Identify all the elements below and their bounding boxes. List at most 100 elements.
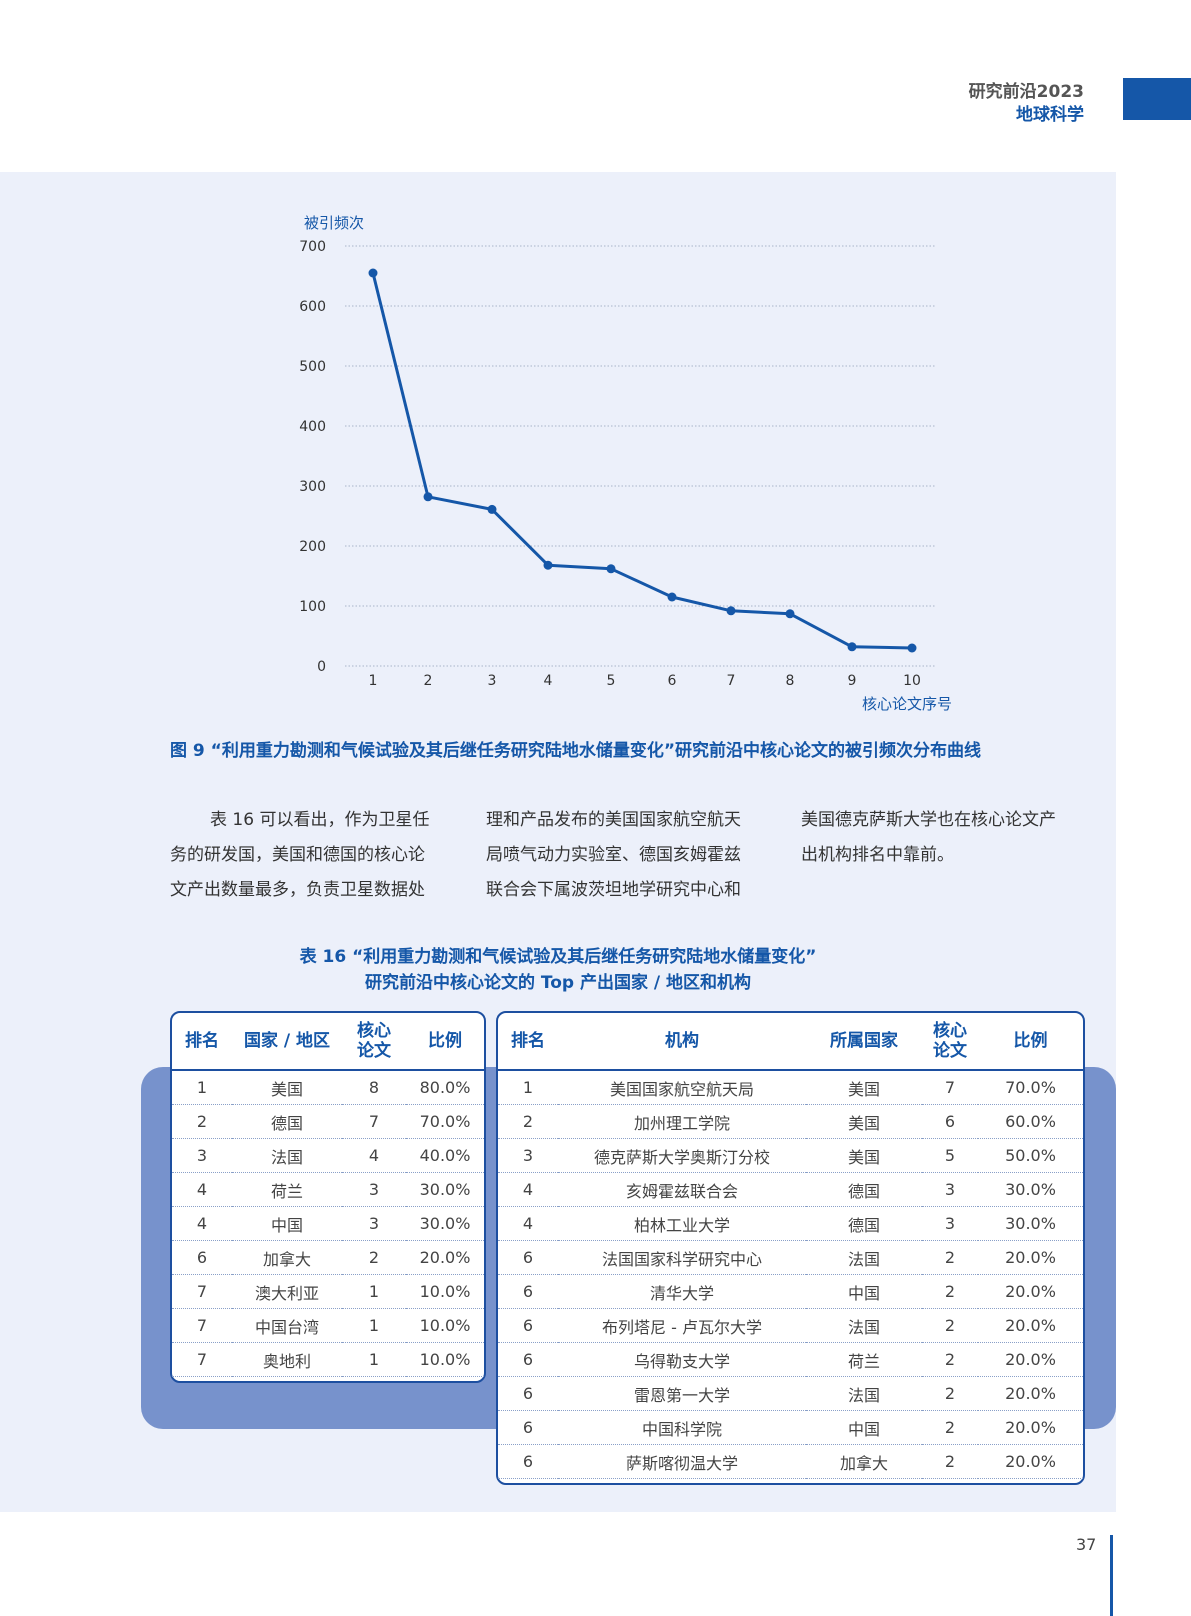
figure-caption: 图 9 “利用重力勘测和气候试验及其后继任务研究陆地水储量变化”研究前沿中核心论… <box>170 741 982 761</box>
table-row: 4 中国 3 30.0% <box>172 1206 484 1241</box>
y-tick-label: 0 <box>317 659 326 675</box>
table-cell: 奥地利 <box>232 1342 342 1377</box>
y-axis-label: 被引频次 <box>304 214 364 232</box>
table-cell: 3 <box>342 1206 406 1241</box>
table-row: 6 布列塔尼 - 卢瓦尔大学 法国 2 20.0% <box>498 1308 1083 1343</box>
data-point <box>667 592 677 602</box>
body-column-1: 表 16 可以看出，作为卫星任 务的研发国，美国和德国的核心论 文产出数量最多，… <box>170 803 458 908</box>
data-point <box>785 609 795 619</box>
col-header-papers: 核心论文 <box>342 1013 406 1071</box>
table-cell: 60.0% <box>978 1104 1083 1139</box>
table-cell: 3 <box>172 1138 232 1173</box>
table-row: 2 加州理工学院 美国 6 60.0% <box>498 1104 1083 1139</box>
table-cell: 中国 <box>232 1206 342 1241</box>
col-header-country: 所属国家 <box>806 1013 922 1071</box>
table-cell: 萨斯喀彻温大学 <box>558 1444 806 1479</box>
table-cell: 2 <box>342 1240 406 1275</box>
table-cell: 中国台湾 <box>232 1308 342 1343</box>
table-cell: 澳大利亚 <box>232 1274 342 1309</box>
table-cell: 2 <box>922 1342 978 1377</box>
table-cell: 加拿大 <box>806 1444 922 1479</box>
table-cell: 4 <box>172 1172 232 1207</box>
table-cell: 10.0% <box>406 1308 484 1343</box>
col-header-papers-text: 核心论文 <box>356 1021 391 1061</box>
y-tick-label: 500 <box>299 359 326 375</box>
table-row: 7 澳大利亚 1 10.0% <box>172 1274 484 1309</box>
header-section-title: 地球科学 <box>1016 105 1084 125</box>
table-cell: 雷恩第一大学 <box>558 1376 806 1411</box>
table-cell: 10.0% <box>406 1274 484 1309</box>
body-column-2: 理和产品发布的美国国家航空航天 局喷气动力实验室、德国亥姆霍兹 联合会下属波茨坦… <box>486 803 774 908</box>
table-cell: 6 <box>172 1240 232 1275</box>
table-cell: 7 <box>172 1308 232 1343</box>
table-cell: 20.0% <box>978 1308 1083 1343</box>
table-cell: 30.0% <box>406 1172 484 1207</box>
country-table-body: 1 美国 8 80.0% 2 德国 7 70.0% 3 法国 4 40.0% 4 荷兰 3 30.0% 4 中国 3… <box>172 1070 484 1377</box>
body-line: 出机构排名中靠前。 <box>801 845 954 865</box>
header-color-block <box>1123 78 1191 120</box>
table-cell: 4 <box>342 1138 406 1173</box>
x-tick-label: 3 <box>488 673 497 689</box>
x-tick-label: 8 <box>786 673 795 689</box>
body-line: 理和产品发布的美国国家航空航天 <box>486 810 741 830</box>
table-cell: 2 <box>498 1104 558 1139</box>
table-cell: 美国 <box>806 1138 922 1173</box>
table-cell: 法国 <box>806 1376 922 1411</box>
table-cell: 美国 <box>806 1070 922 1105</box>
table-cell: 20.0% <box>978 1410 1083 1445</box>
table-cell: 30.0% <box>978 1206 1083 1241</box>
table-cell: 1 <box>498 1070 558 1105</box>
country-table: 排名 国家 / 地区 核心论文 比例 1 美国 8 80.0% 2 德国 7 70.0% 3 法国… <box>172 1013 484 1377</box>
table-cell: 3 <box>498 1138 558 1173</box>
table-cell: 法国 <box>806 1240 922 1275</box>
table-row: 6 法国国家科学研究中心 法国 2 20.0% <box>498 1240 1083 1275</box>
table-cell: 1 <box>342 1274 406 1309</box>
table-cell: 6 <box>498 1444 558 1479</box>
series-line <box>371 272 913 650</box>
col-header-ratio: 比例 <box>406 1013 484 1071</box>
table-row: 4 亥姆霍兹联合会 德国 3 30.0% <box>498 1172 1083 1207</box>
table-row: 4 柏林工业大学 德国 3 30.0% <box>498 1206 1083 1241</box>
table-cell: 布列塔尼 - 卢瓦尔大学 <box>558 1308 806 1343</box>
table-cell: 2 <box>172 1104 232 1139</box>
table-header-row: 排名 国家 / 地区 核心论文 比例 <box>172 1013 484 1071</box>
table-cell: 6 <box>498 1342 558 1377</box>
table-title-line1: 表 16 “利用重力勘测和气候试验及其后继任务研究陆地水储量变化” <box>299 947 817 967</box>
x-tick-label: 5 <box>607 673 616 689</box>
table-cell: 1 <box>172 1070 232 1105</box>
table-row: 1 美国 8 80.0% <box>172 1070 484 1105</box>
table-row: 7 中国台湾 1 10.0% <box>172 1308 484 1343</box>
col-header-institution: 机构 <box>558 1013 806 1071</box>
x-tick-label: 2 <box>424 673 433 689</box>
table-cell: 4 <box>498 1206 558 1241</box>
table-cell: 1 <box>342 1308 406 1343</box>
table-cell: 美国 <box>806 1104 922 1139</box>
col-header-ratio: 比例 <box>978 1013 1083 1071</box>
table-cell: 20.0% <box>978 1376 1083 1411</box>
table-row: 3 法国 4 40.0% <box>172 1138 484 1173</box>
table-cell: 20.0% <box>978 1342 1083 1377</box>
table-cell: 6 <box>498 1274 558 1309</box>
table-row: 6 雷恩第一大学 法国 2 20.0% <box>498 1376 1083 1411</box>
table-cell: 7 <box>922 1070 978 1105</box>
table-cell: 50.0% <box>978 1138 1083 1173</box>
table-cell: 2 <box>922 1308 978 1343</box>
table-row: 6 中国科学院 中国 2 20.0% <box>498 1410 1083 1445</box>
x-tick-label: 10 <box>903 673 921 689</box>
y-tick-label: 100 <box>299 599 326 615</box>
y-tick-label: 400 <box>299 419 326 435</box>
table-cell: 中国 <box>806 1410 922 1445</box>
table-cell: 德国 <box>806 1206 922 1241</box>
table-cell: 法国 <box>232 1138 342 1173</box>
table-cell: 德克萨斯大学奥斯汀分校 <box>558 1138 806 1173</box>
x-tick-label: 7 <box>727 673 736 689</box>
x-tick-label: 4 <box>544 673 553 689</box>
table-cell: 荷兰 <box>806 1342 922 1377</box>
table-cell: 2 <box>922 1444 978 1479</box>
table-cell: 8 <box>342 1070 406 1105</box>
table-cell: 7 <box>172 1342 232 1377</box>
body-line: 局喷气动力实验室、德国亥姆霍兹 <box>486 845 741 865</box>
x-axis-label: 核心论文序号 <box>862 695 952 713</box>
body-line: 美国德克萨斯大学也在核心论文产 <box>801 810 1056 830</box>
body-line: 联合会下属波茨坦地学研究中心和 <box>486 880 741 900</box>
